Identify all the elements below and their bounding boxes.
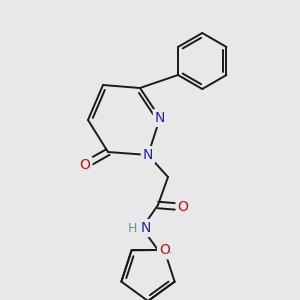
Text: N: N <box>143 148 153 162</box>
Text: O: O <box>159 243 170 257</box>
Text: N: N <box>155 111 165 125</box>
Text: N: N <box>141 221 151 235</box>
Text: O: O <box>178 200 188 214</box>
Text: H: H <box>127 221 137 235</box>
Text: O: O <box>80 158 90 172</box>
